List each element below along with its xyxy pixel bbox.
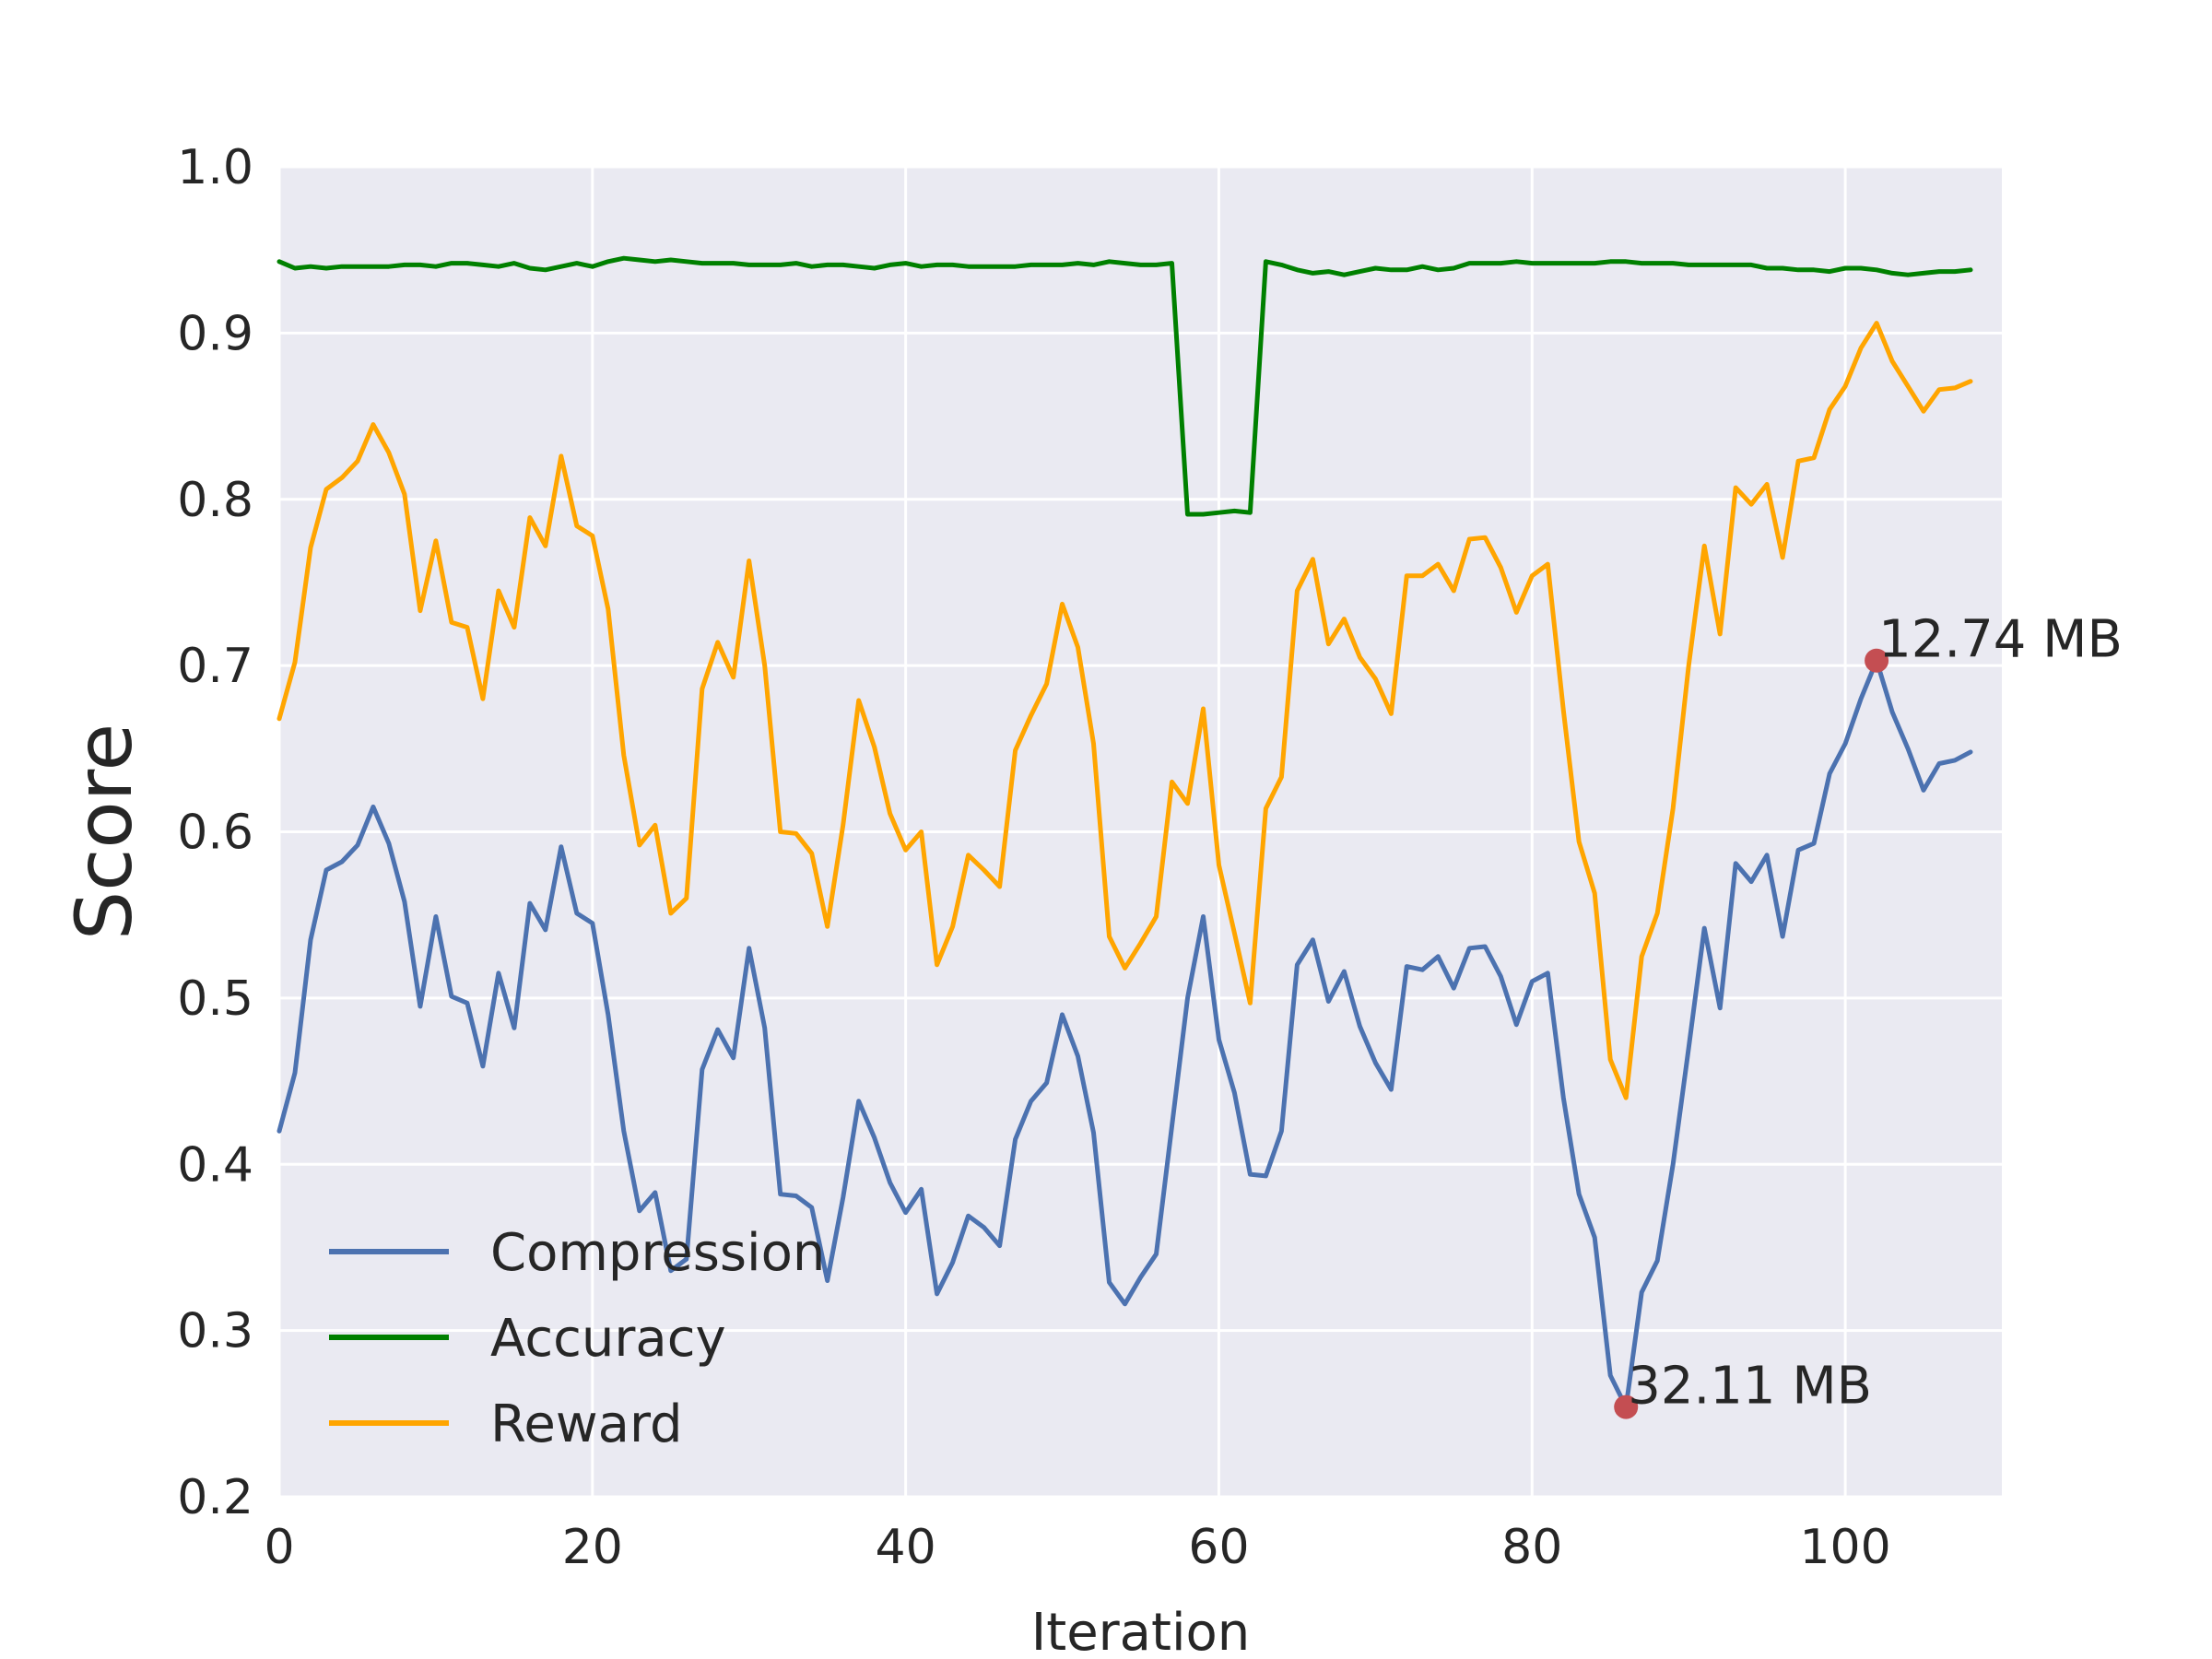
x-axis-label: Iteration <box>1031 1603 1251 1659</box>
y-tick-label: 0.8 <box>177 473 253 528</box>
series-line-accuracy <box>276 255 1973 517</box>
y-tick-label: 0.4 <box>177 1137 253 1193</box>
y-tick-label: 0.5 <box>177 971 253 1027</box>
y-tick-label: 0.6 <box>177 806 253 861</box>
y-axis-label: Score <box>59 724 149 940</box>
y-tick-label: 0.2 <box>177 1470 253 1525</box>
x-tick-label: 80 <box>1501 1520 1562 1575</box>
annotations: 32.11 MB 12.74 MB <box>1614 610 2123 1419</box>
legend-label: Accuracy <box>490 1309 726 1369</box>
y-tick-label: 0.9 <box>177 306 253 361</box>
legend: Compression Accuracy Reward <box>329 1223 825 1454</box>
y-tick-label: 1.0 <box>177 140 253 195</box>
series-line-compression <box>276 658 1973 1410</box>
annotation-label: 12.74 MB <box>1878 610 2123 670</box>
annotation-point <box>1865 648 1889 673</box>
legend-label: Reward <box>490 1394 683 1454</box>
x-tick-label: 60 <box>1188 1520 1249 1575</box>
grid <box>277 165 2002 1499</box>
annotation-point <box>1614 1394 1639 1419</box>
x-tick-label: 100 <box>1799 1520 1890 1575</box>
y-tick-label: 0.3 <box>177 1304 253 1359</box>
series-lines <box>276 255 1973 1410</box>
x-tick-label: 20 <box>562 1520 623 1575</box>
tick-labels: 0 20 40 60 80 100 0.2 0.3 0.4 0.5 0.6 0.7 0.8 0.9 1.0 <box>177 140 1890 1575</box>
x-tick-label: 0 <box>264 1520 294 1575</box>
legend-label: Compression <box>490 1223 825 1283</box>
x-tick-label: 40 <box>876 1520 936 1575</box>
annotation-label: 32.11 MB <box>1628 1357 1872 1417</box>
y-tick-label: 0.7 <box>177 639 253 694</box>
series-line-reward <box>276 321 1973 1100</box>
